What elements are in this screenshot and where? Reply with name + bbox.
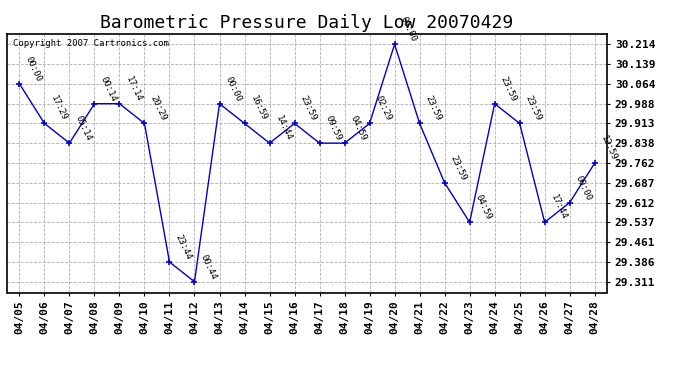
Text: 17:14: 17:14 — [124, 75, 143, 103]
Text: 17:44: 17:44 — [549, 194, 569, 222]
Text: Copyright 2007 Cartronics.com: Copyright 2007 Cartronics.com — [13, 39, 169, 48]
Text: 23:59: 23:59 — [448, 154, 469, 182]
Text: 09:59: 09:59 — [324, 114, 343, 142]
Text: 23:59: 23:59 — [499, 75, 518, 103]
Text: 20:29: 20:29 — [148, 94, 168, 123]
Text: 05:14: 05:14 — [74, 114, 93, 142]
Text: 04:59: 04:59 — [348, 114, 368, 142]
Text: 00:00: 00:00 — [23, 55, 43, 83]
Text: 16:59: 16:59 — [248, 94, 268, 123]
Text: 00:44: 00:44 — [199, 253, 218, 281]
Text: 23:59: 23:59 — [524, 94, 543, 123]
Text: 00:00: 00:00 — [399, 15, 418, 44]
Text: 04:59: 04:59 — [474, 194, 493, 222]
Text: 12:59: 12:59 — [599, 134, 618, 162]
Text: 23:44: 23:44 — [174, 233, 193, 261]
Text: 14:44: 14:44 — [274, 114, 293, 142]
Text: 17:29: 17:29 — [48, 94, 68, 123]
Text: 23:59: 23:59 — [299, 94, 318, 123]
Text: 00:00: 00:00 — [224, 75, 243, 103]
Text: 23:59: 23:59 — [424, 94, 443, 123]
Text: 00:00: 00:00 — [574, 174, 593, 202]
Title: Barometric Pressure Daily Low 20070429: Barometric Pressure Daily Low 20070429 — [101, 14, 513, 32]
Text: 00:14: 00:14 — [99, 75, 118, 103]
Text: 02:29: 02:29 — [374, 94, 393, 123]
